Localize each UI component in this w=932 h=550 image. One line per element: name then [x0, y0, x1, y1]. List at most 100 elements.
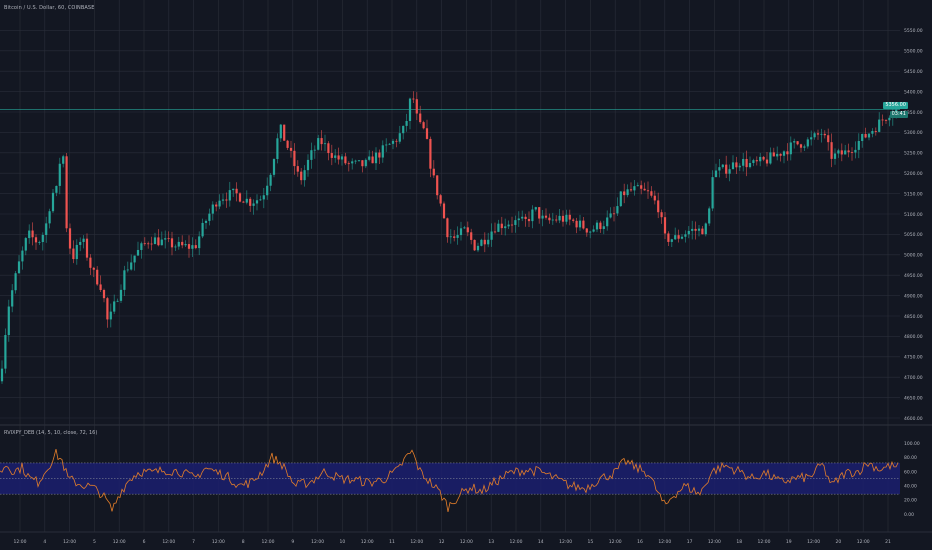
candle-body — [228, 190, 231, 201]
indicator-axis[interactable]: 100.00 80.00 60.00 40.00 20.00 0.00 — [904, 441, 920, 518]
price-axis[interactable]: 5550.00 5500.00 5450.00 5400.00 5350.00 5300.… — [904, 28, 923, 422]
candle-body — [806, 139, 809, 147]
time-tick-label: 12:00 — [262, 539, 275, 545]
candle-body — [864, 133, 867, 138]
candle-body — [38, 242, 41, 243]
candle-body — [609, 213, 612, 218]
candle-body — [517, 218, 520, 221]
candle-body — [793, 141, 796, 143]
candle-body — [323, 143, 327, 145]
candle-body — [364, 159, 367, 167]
candle-body — [674, 235, 677, 240]
candle-body — [490, 231, 493, 240]
candle-body — [623, 191, 626, 196]
candle-body — [235, 188, 238, 194]
candle-body — [436, 175, 439, 196]
candle-body — [731, 162, 735, 170]
candle-body — [782, 151, 786, 156]
time-tick-label: 16 — [637, 539, 643, 545]
countdown-tag: 03:41 — [889, 111, 908, 118]
candle-body — [827, 135, 830, 143]
candle-body — [521, 216, 524, 219]
candle-body — [262, 195, 265, 200]
time-tick-label: 12:00 — [162, 539, 175, 545]
candle-body — [334, 155, 337, 158]
candle-body — [136, 249, 140, 256]
candle-body — [259, 199, 262, 201]
candle-body — [317, 138, 320, 150]
price-tick-label: 4650.00 — [904, 395, 923, 401]
candle-body — [854, 149, 857, 153]
price-tick-label: 5550.00 — [904, 28, 923, 34]
candle-body — [167, 238, 170, 240]
time-tick-label: 12:00 — [361, 539, 374, 545]
candle-body — [147, 243, 150, 245]
candle-body — [198, 236, 201, 249]
candle-body — [415, 99, 418, 114]
time-tick-label: 13 — [488, 539, 494, 545]
candle-body — [340, 156, 344, 160]
candle-body — [544, 215, 548, 218]
candle-body — [691, 228, 694, 231]
candle-body — [459, 228, 463, 236]
time-tick-label: 21 — [885, 539, 891, 545]
candle-body — [204, 220, 208, 223]
price-tick-label: 5150.00 — [904, 191, 923, 197]
candle-body — [453, 236, 456, 238]
candle-body — [769, 152, 772, 164]
candle-body — [507, 224, 510, 227]
candle-body — [578, 220, 582, 228]
candle-body — [398, 133, 401, 142]
time-tick-label: 15 — [588, 539, 594, 545]
candle-body — [293, 150, 296, 167]
candle-body — [524, 216, 527, 220]
time-tick-label: 12:00 — [14, 539, 27, 545]
candle-body — [779, 153, 782, 156]
grid — [0, 0, 932, 533]
candle-body — [412, 98, 415, 100]
candle-body — [660, 212, 663, 218]
candle-body — [684, 234, 687, 237]
candle-body — [629, 189, 633, 191]
time-tick-label: 12:00 — [658, 539, 671, 545]
candle-body — [663, 217, 667, 234]
candle-body — [541, 215, 544, 219]
candle-body — [408, 98, 412, 121]
candle-body — [538, 207, 541, 219]
indicator-line — [0, 449, 899, 512]
candle-body — [466, 227, 469, 233]
candle-body — [483, 239, 486, 245]
candle-body — [738, 165, 741, 168]
time-tick-label: 10 — [340, 539, 346, 545]
candle-body — [330, 153, 333, 158]
candle-body — [728, 169, 731, 174]
candle-body — [31, 230, 34, 238]
indicator-tick-label: 20.00 — [904, 498, 917, 504]
candle-body — [276, 138, 279, 160]
candle-body — [847, 150, 850, 153]
time-tick-label: 12:00 — [708, 539, 721, 545]
time-axis[interactable]: 12:00 4 12:00 5 12:00 6 12:00 7 12:00 8 12:00 9 12:0… — [14, 539, 891, 545]
candle-body — [72, 248, 75, 260]
candle-body — [45, 223, 48, 235]
price-tick-label: 5500.00 — [904, 49, 923, 55]
indicator-title: RVIXPY_DEB (14, 5, 10, close, 72, 16) — [4, 430, 98, 436]
candle-body — [133, 255, 136, 263]
candle-body — [551, 219, 554, 221]
candle-body — [303, 170, 306, 181]
candle-body — [888, 117, 891, 121]
candle-body — [565, 214, 568, 222]
candle-body — [327, 143, 330, 154]
time-tick-label: 12:00 — [559, 539, 572, 545]
candle-body — [65, 156, 68, 229]
candle-body — [96, 269, 99, 285]
candle-body — [844, 150, 847, 155]
price-tick-label: 5350.00 — [904, 110, 923, 116]
candle-body — [150, 243, 153, 245]
time-tick-label: 11 — [389, 539, 395, 545]
candle-body — [762, 156, 765, 160]
candle-body — [170, 238, 174, 248]
candle-body — [21, 250, 24, 262]
candle-body — [493, 231, 497, 233]
